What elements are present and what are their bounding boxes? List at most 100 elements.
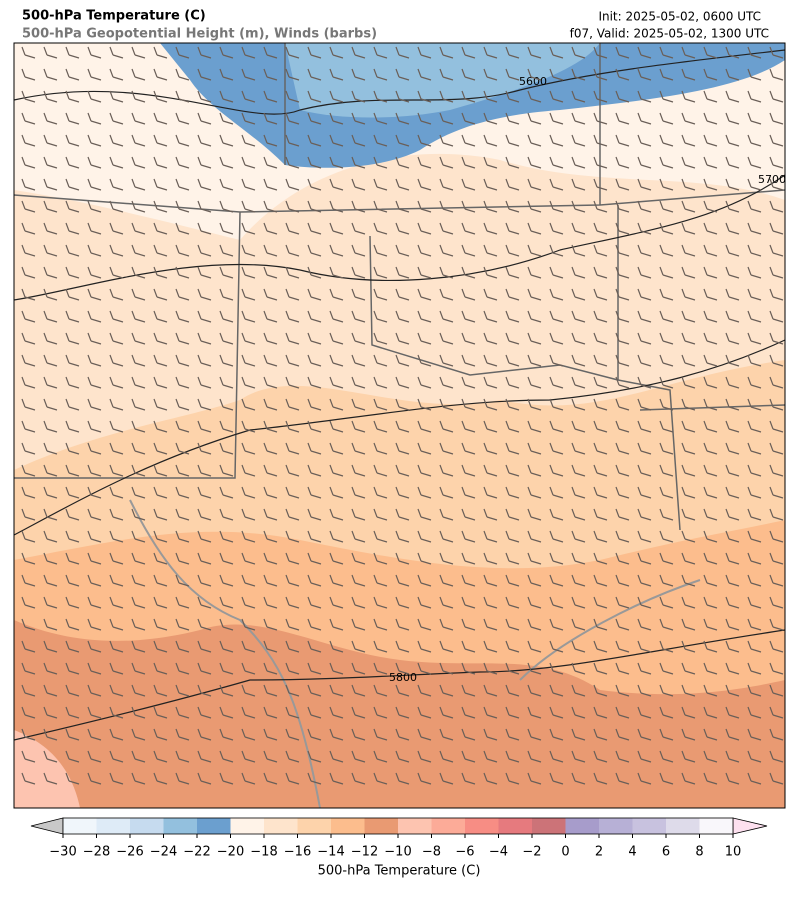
wind-barb — [263, 398, 278, 411]
wind-barb — [241, 728, 256, 741]
contour-label: 5600 — [519, 75, 547, 88]
wind-barb — [65, 486, 80, 499]
wind-barb — [175, 464, 190, 477]
wind-barb — [87, 266, 102, 279]
wind-barb — [637, 178, 652, 191]
wind-barb — [483, 112, 498, 125]
wind-barb — [241, 552, 256, 565]
wind-barb — [637, 222, 652, 235]
wind-barb — [329, 728, 344, 741]
wind-barb — [329, 596, 344, 609]
wind-barb — [241, 464, 256, 477]
wind-barb — [21, 288, 36, 301]
wind-barb — [417, 398, 432, 411]
wind-barb — [175, 574, 190, 587]
wind-barb — [43, 398, 58, 411]
wind-barb — [285, 288, 300, 301]
wind-barb — [549, 244, 564, 257]
wind-barb — [637, 244, 652, 257]
wind-barb — [219, 640, 234, 653]
wind-barb — [65, 90, 80, 103]
wind-barb — [43, 574, 58, 587]
wind-barb — [285, 772, 300, 785]
wind-barb — [131, 684, 146, 697]
wind-barb — [593, 90, 608, 103]
wind-barb — [329, 310, 344, 323]
wind-barb — [285, 750, 300, 763]
wind-barb — [571, 772, 586, 785]
wind-barb — [549, 398, 564, 411]
wind-barb — [747, 772, 762, 785]
wind-barb — [615, 618, 630, 631]
wind-barb — [461, 200, 476, 213]
wind-barb — [615, 376, 630, 389]
wind-barb — [373, 684, 388, 697]
wind-barb — [593, 112, 608, 125]
wind-barb — [241, 178, 256, 191]
wind-barb — [197, 596, 212, 609]
wind-barb — [351, 90, 366, 103]
wind-barb — [483, 332, 498, 345]
wind-barb — [329, 288, 344, 301]
wind-barb — [285, 46, 300, 59]
wind-barb — [527, 398, 542, 411]
wind-barb — [241, 354, 256, 367]
colorbar-bin — [398, 818, 432, 834]
wind-barb — [395, 530, 410, 543]
wind-barb — [131, 640, 146, 653]
wind-barb — [659, 464, 674, 477]
wind-barb — [21, 706, 36, 719]
wind-barb — [681, 486, 696, 499]
wind-barb — [395, 332, 410, 345]
wind-barb — [395, 420, 410, 433]
wind-barb — [329, 200, 344, 213]
wind-barb — [439, 464, 454, 477]
wind-barb — [527, 728, 542, 741]
wind-barb — [439, 46, 454, 59]
wind-barb — [527, 310, 542, 323]
wind-barb — [87, 464, 102, 477]
wind-barb — [615, 750, 630, 763]
wind-barb — [153, 486, 168, 499]
wind-barb — [87, 618, 102, 631]
wind-barb — [417, 508, 432, 521]
wind-barb — [637, 398, 652, 411]
wind-barb — [351, 464, 366, 477]
wind-barb — [197, 112, 212, 125]
wind-barb — [109, 112, 124, 125]
wind-barb — [659, 200, 674, 213]
wind-barb — [131, 618, 146, 631]
wind-barb — [769, 90, 784, 103]
wind-barb — [527, 90, 542, 103]
wind-barb — [593, 288, 608, 301]
wind-barb — [593, 706, 608, 719]
wind-barb — [483, 618, 498, 631]
wind-barb — [637, 332, 652, 345]
wind-barb — [769, 574, 784, 587]
wind-barb — [395, 618, 410, 631]
wind-barb — [747, 244, 762, 257]
wind-barb — [769, 662, 784, 675]
wind-barb — [219, 310, 234, 323]
wind-barb — [395, 244, 410, 257]
wind-barb — [747, 288, 762, 301]
wind-barb — [681, 662, 696, 675]
wind-barb — [285, 442, 300, 455]
wind-barb — [747, 530, 762, 543]
wind-barb — [351, 156, 366, 169]
wind-barb — [307, 750, 322, 763]
wind-barb — [153, 508, 168, 521]
wind-barb — [219, 728, 234, 741]
wind-barb — [593, 178, 608, 191]
wind-barb — [263, 46, 278, 59]
wind-barb — [593, 464, 608, 477]
wind-barb — [505, 398, 520, 411]
wind-barb — [307, 266, 322, 279]
wind-barb — [505, 222, 520, 235]
wind-barb — [153, 596, 168, 609]
wind-barb — [109, 706, 124, 719]
wind-barb — [21, 112, 36, 125]
wind-barb — [109, 310, 124, 323]
wind-barb — [659, 354, 674, 367]
